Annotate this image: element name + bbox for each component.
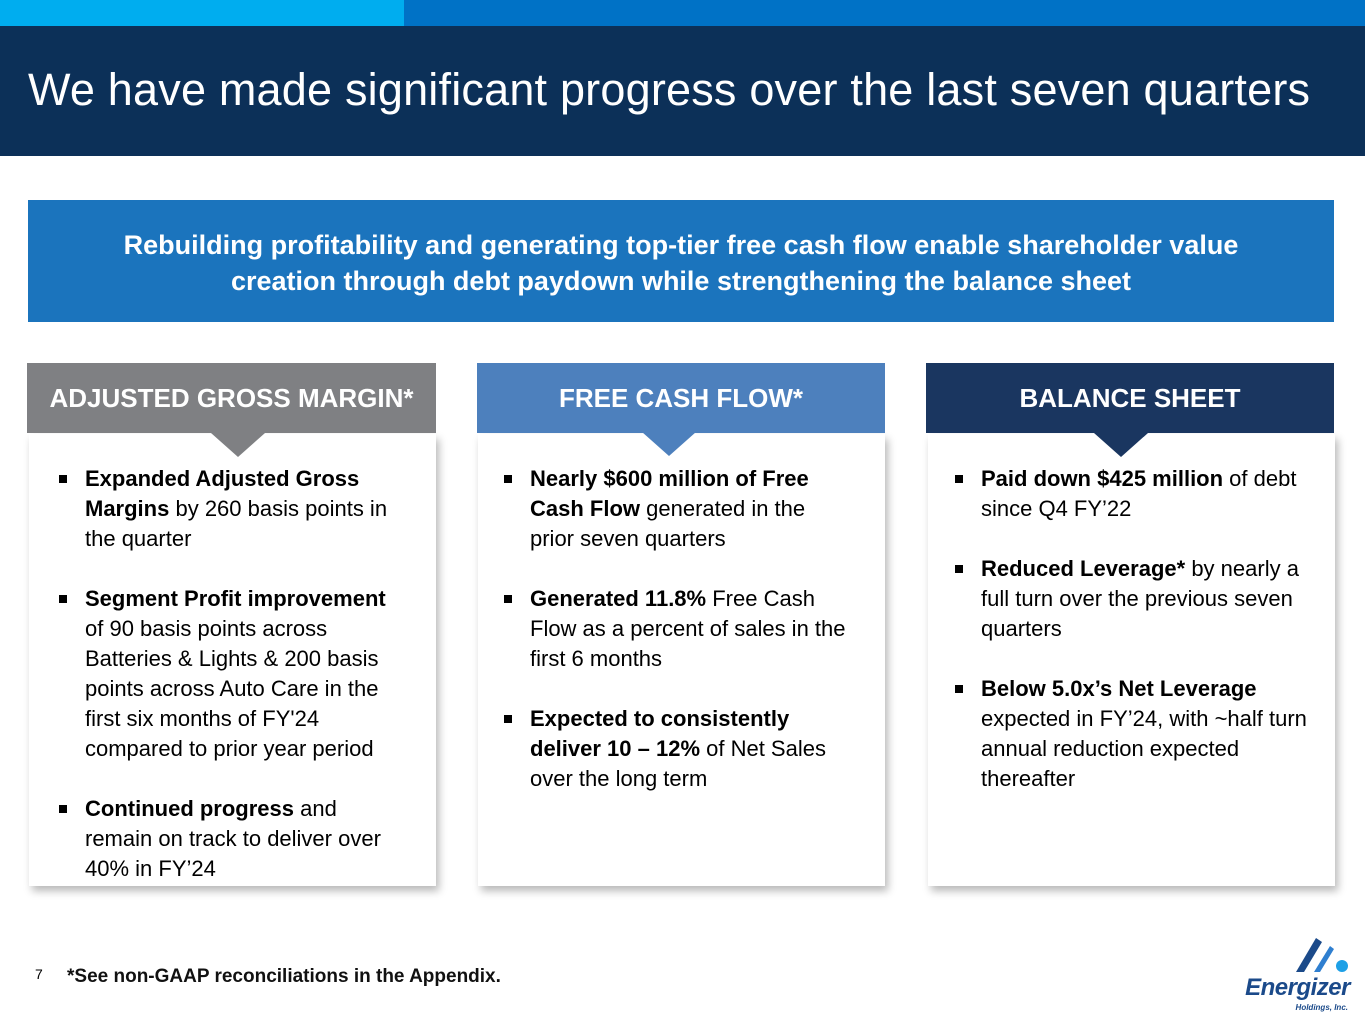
card-free-cash-flow: [478, 434, 885, 886]
energizer-logo: Energizer Holdings, Inc.: [1244, 932, 1360, 1016]
bullet-icon: [504, 475, 512, 483]
bullet-icon: [955, 685, 963, 693]
card-heading-free-cash-flow: FREE CASH FLOW*: [477, 363, 885, 433]
banner-line-1: Rebuilding profitability and generating …: [123, 230, 1239, 260]
bullet-icon: [59, 475, 67, 483]
heading-pointer: [1094, 433, 1148, 457]
bullet-text: Free Cash Flow as a percent of sales in …: [530, 586, 846, 671]
list-item: Paid down $425 million of debt since Q4 …: [953, 464, 1325, 524]
bullet-text: of Net Sales over the long term: [530, 736, 826, 791]
bullet-text: expected in FY’24, with ~half turn annua…: [981, 706, 1307, 791]
bullet-list-adjusted-gross-margin: Expanded Adjusted Gross Margins by 260 b…: [57, 464, 407, 914]
bullet-text: generated in the prior seven quarters: [530, 496, 806, 551]
list-item: Continued progress and remain on track t…: [57, 794, 407, 884]
card-adjusted-gross-margin: [29, 434, 436, 886]
list-item: Expanded Adjusted Gross Margins by 260 b…: [57, 464, 407, 554]
top-accent-bar-light: [0, 0, 404, 26]
bullet-bold-text: Reduced Leverage*: [981, 556, 1186, 581]
bullet-text: of debt since Q4 FY’22: [981, 466, 1297, 521]
bullet-bold-text: Generated 11.8%: [530, 586, 707, 611]
card-heading-adjusted-gross-margin: ADJUSTED GROSS MARGIN*: [27, 363, 436, 433]
bullet-bold-text: Expanded Adjusted Gross Margins: [85, 466, 360, 521]
list-item: Generated 11.8% Free Cash Flow as a perc…: [502, 584, 852, 674]
page-number: 7: [35, 966, 43, 982]
list-item: Below 5.0x’s Net Leverage expected in FY…: [953, 674, 1325, 794]
bullet-icon: [504, 595, 512, 603]
title-band: We have made significant progress over t…: [0, 26, 1365, 156]
list-item: Nearly $600 million of Free Cash Flow ge…: [502, 464, 852, 554]
page-title: We have made significant progress over t…: [28, 64, 1311, 115]
bullet-bold-text: Below 5.0x’s Net Leverage: [981, 676, 1257, 701]
bullet-bold-text: Nearly $600 million of Free Cash Flow: [530, 466, 809, 521]
bullet-bold-text: Continued progress: [85, 796, 295, 821]
heading-pointer: [211, 433, 265, 457]
summary-banner: Rebuilding profitability and generating …: [28, 200, 1334, 322]
card-balance-sheet: [928, 434, 1335, 886]
footnote: *See non-GAAP reconciliations in the App…: [67, 966, 501, 987]
list-item: Reduced Leverage* by nearly a full turn …: [953, 554, 1325, 644]
list-item: Segment Profit improvement of 90 basis p…: [57, 584, 407, 764]
logo-subtext: Holdings, Inc.: [1295, 1003, 1348, 1012]
bullet-text: of 90 basis points across Batteries & Li…: [85, 616, 379, 761]
logo-mark-icon: [1296, 938, 1348, 972]
heading-pointer: [642, 432, 696, 456]
card-heading-balance-sheet: BALANCE SHEET: [926, 363, 1334, 433]
banner-line-2: creation through debt paydown while stre…: [230, 266, 1132, 296]
bullet-bold-text: Expected to consistently deliver 10 – 12…: [530, 706, 790, 761]
list-item: Expected to consistently deliver 10 – 12…: [502, 704, 852, 794]
bullet-text: and remain on track to deliver over 40% …: [85, 796, 381, 881]
bullet-text: by 260 basis points in the quarter: [85, 496, 388, 551]
bullet-icon: [504, 715, 512, 723]
bullet-bold-text: Segment Profit improvement: [85, 586, 386, 611]
bullet-icon: [59, 595, 67, 603]
bullet-list-free-cash-flow: Nearly $600 million of Free Cash Flow ge…: [502, 464, 852, 824]
bullet-list-balance-sheet: Paid down $425 million of debt since Q4 …: [953, 464, 1325, 824]
bullet-text: by nearly a full turn over the previous …: [981, 556, 1299, 641]
logo-wordmark: Energizer: [1245, 974, 1350, 1001]
bullet-icon: [955, 475, 963, 483]
top-accent-bar: [404, 0, 1365, 26]
bullet-icon: [955, 565, 963, 573]
bullet-icon: [59, 805, 67, 813]
bullet-bold-text: Paid down $425 million: [981, 466, 1224, 491]
